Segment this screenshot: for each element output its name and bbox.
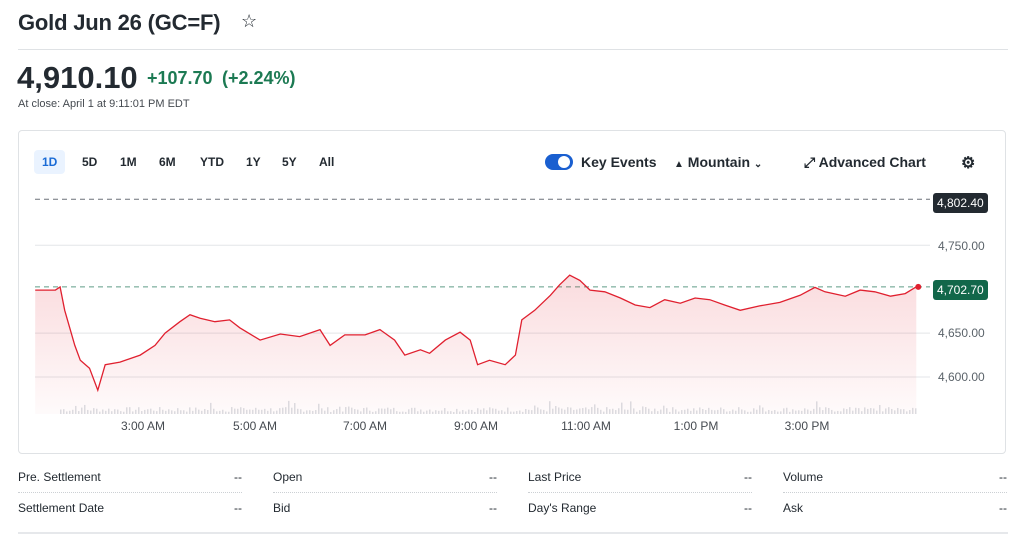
range-5y[interactable]: 5Y bbox=[282, 155, 297, 169]
expand-icon: ⤢ bbox=[804, 154, 816, 170]
stat-label: Ask bbox=[783, 501, 804, 515]
x-tick-label: 3:00 AM bbox=[120, 419, 166, 433]
stat-value: -- bbox=[489, 470, 497, 484]
x-tick-label: 11:00 AM bbox=[561, 419, 611, 433]
advanced-chart-label: Advanced Chart bbox=[818, 154, 926, 170]
x-tick-label: 3:00 PM bbox=[784, 419, 830, 433]
advanced-chart-button[interactable]: ⤢ Advanced Chart bbox=[804, 154, 926, 171]
key-events-label: Key Events bbox=[581, 154, 657, 170]
stat-value: -- bbox=[744, 501, 752, 515]
x-tick-label: 5:00 AM bbox=[232, 419, 278, 433]
stat-pre-settlement: Pre. Settlement -- bbox=[18, 470, 242, 493]
y-tick-label: 4,600.00 bbox=[938, 370, 985, 384]
stat-label: Bid bbox=[273, 501, 291, 515]
chevron-down-icon: ⌄ bbox=[753, 159, 763, 170]
current-price-tag: 4,702.70 bbox=[933, 280, 988, 300]
divider bbox=[18, 49, 1008, 50]
stat-label: Pre. Settlement bbox=[18, 470, 101, 484]
stat-value: -- bbox=[234, 470, 242, 484]
stat-label: Last Price bbox=[528, 470, 582, 484]
stat-bid: Bid -- bbox=[273, 501, 497, 523]
prev-close-tag: 4,802.40 bbox=[933, 193, 988, 213]
stat-volume: Volume -- bbox=[783, 470, 1007, 493]
stat-label: Volume bbox=[783, 470, 824, 484]
page-title: Gold Jun 26 (GC=F) bbox=[18, 10, 221, 35]
stat-value: -- bbox=[489, 501, 497, 515]
stat-settlement-date: Settlement Date -- bbox=[18, 501, 242, 523]
range-1d[interactable]: 1D bbox=[34, 150, 66, 174]
stat-label: Day's Range bbox=[528, 501, 597, 515]
x-tick-label: 7:00 AM bbox=[342, 419, 388, 433]
chart-type-dropdown[interactable]: ▲ Mountain ⌄ bbox=[674, 154, 762, 170]
star-icon[interactable]: ☆ bbox=[241, 11, 258, 31]
range-all[interactable]: All bbox=[319, 155, 335, 169]
y-tick-label: 4,650.00 bbox=[938, 326, 985, 340]
stat-last-price: Last Price -- bbox=[528, 470, 752, 493]
chart-type-label: Mountain bbox=[687, 154, 751, 170]
stat-label: Open bbox=[273, 470, 303, 484]
close-timestamp: At close: April 1 at 9:11:01 PM EDT bbox=[18, 98, 190, 110]
stat-label: Settlement Date bbox=[18, 501, 105, 515]
price-change-percent: (+2.24%) bbox=[222, 68, 296, 88]
range-5d[interactable]: 5D bbox=[82, 155, 98, 169]
stat-value: -- bbox=[999, 470, 1007, 484]
range-6m[interactable]: 6M bbox=[159, 155, 176, 169]
gear-icon[interactable]: ⚙ bbox=[961, 155, 976, 172]
price: 4,910.10 bbox=[17, 60, 138, 95]
toggle-knob bbox=[558, 156, 570, 168]
divider bbox=[18, 532, 1008, 534]
price-area bbox=[35, 275, 917, 414]
stat-days-range: Day's Range -- bbox=[528, 501, 752, 523]
price-line bbox=[35, 274, 917, 393]
x-tick-label: 9:00 AM bbox=[453, 419, 499, 433]
stat-value: -- bbox=[999, 501, 1007, 515]
y-tick-label: 4,750.00 bbox=[938, 239, 985, 253]
range-1y[interactable]: 1Y bbox=[246, 155, 261, 169]
price-change: +107.70 bbox=[147, 68, 213, 88]
range-ytd[interactable]: YTD bbox=[200, 155, 224, 169]
x-tick-label: 1:00 PM bbox=[673, 419, 719, 433]
stat-value: -- bbox=[744, 470, 752, 484]
range-1m[interactable]: 1M bbox=[120, 155, 137, 169]
last-price-dot bbox=[915, 283, 922, 290]
stat-value: -- bbox=[234, 501, 242, 515]
mountain-icon: ▲ bbox=[674, 159, 684, 170]
chart-card bbox=[18, 130, 1006, 454]
stat-ask: Ask -- bbox=[783, 501, 1007, 523]
stat-open: Open -- bbox=[273, 470, 497, 493]
